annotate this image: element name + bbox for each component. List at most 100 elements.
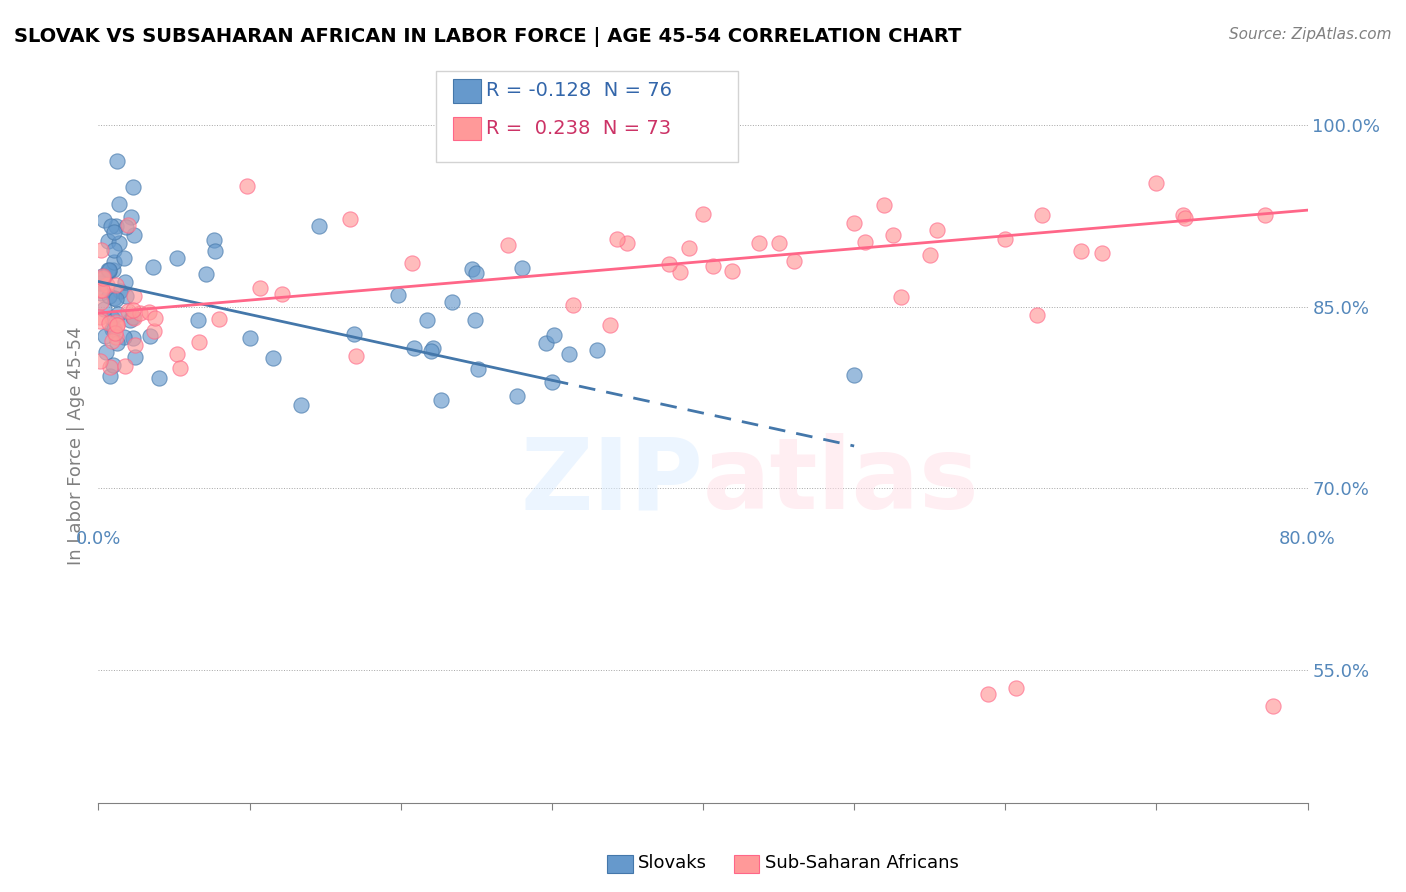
Point <box>404 341 426 355</box>
Point <box>112 251 135 265</box>
Point <box>387 288 409 302</box>
Point <box>440 294 463 309</box>
Text: 0.0%: 0.0% <box>76 530 121 549</box>
Point <box>1174 211 1197 225</box>
Point <box>768 236 790 251</box>
Point <box>94 268 117 283</box>
Text: Sub-Saharan Africans: Sub-Saharan Africans <box>765 855 959 872</box>
Point <box>97 289 120 303</box>
Point <box>844 368 866 382</box>
Point <box>139 328 162 343</box>
Point <box>748 236 770 251</box>
Point <box>103 225 125 239</box>
Point <box>105 153 128 168</box>
Point <box>510 261 533 276</box>
Point <box>89 354 111 368</box>
Point <box>104 326 127 340</box>
Point <box>91 271 114 285</box>
Point <box>93 302 115 317</box>
Point <box>89 310 111 324</box>
Point <box>918 248 941 262</box>
Point <box>96 277 118 292</box>
Point <box>108 236 131 251</box>
Point <box>169 360 191 375</box>
Point <box>505 389 527 403</box>
Point <box>720 263 742 277</box>
Point <box>606 232 628 246</box>
Point <box>239 331 262 345</box>
Point <box>188 334 211 349</box>
Point <box>98 264 121 278</box>
Point <box>124 338 146 352</box>
Point <box>148 371 170 385</box>
Point <box>94 329 117 343</box>
Point <box>465 266 488 280</box>
Point <box>236 178 259 193</box>
Point <box>98 369 121 384</box>
Point <box>89 276 111 290</box>
Point <box>103 243 125 257</box>
Point <box>853 235 876 249</box>
Point <box>105 318 128 332</box>
Point <box>558 347 581 361</box>
Point <box>96 344 118 359</box>
Point <box>562 298 585 312</box>
Point <box>122 288 145 302</box>
Point <box>100 219 122 233</box>
Point <box>166 251 188 265</box>
Point <box>1091 245 1114 260</box>
Point <box>90 268 112 283</box>
Point <box>103 322 125 336</box>
Point <box>204 244 226 258</box>
Point <box>187 313 209 327</box>
Point <box>143 324 166 338</box>
Point <box>117 303 139 318</box>
Point <box>540 375 562 389</box>
Point <box>97 234 120 248</box>
Point <box>112 330 135 344</box>
Point <box>1254 208 1277 222</box>
Point <box>339 212 361 227</box>
Point <box>89 314 111 328</box>
Point <box>669 265 692 279</box>
Point <box>343 327 366 342</box>
Point <box>104 330 127 344</box>
Point <box>117 219 139 233</box>
Point <box>194 267 217 281</box>
Point <box>105 293 128 307</box>
Point <box>90 294 112 309</box>
Point <box>105 318 128 333</box>
Point <box>143 310 166 325</box>
Point <box>114 276 136 290</box>
Point <box>120 211 142 225</box>
Point <box>90 283 112 297</box>
Point <box>166 347 188 361</box>
Point <box>308 219 330 233</box>
Point <box>122 302 145 317</box>
Point <box>105 277 128 292</box>
Point <box>100 334 122 349</box>
Point <box>89 284 111 298</box>
Point <box>416 312 439 326</box>
Point <box>1005 681 1028 695</box>
Point <box>290 399 312 413</box>
Point <box>534 335 557 350</box>
Point <box>114 289 136 303</box>
Point <box>101 358 124 372</box>
Point <box>658 257 681 271</box>
Point <box>1031 208 1053 222</box>
Point <box>702 259 724 273</box>
Text: R = -0.128  N = 76: R = -0.128 N = 76 <box>486 81 672 101</box>
Point <box>262 351 284 365</box>
Point <box>430 393 453 408</box>
Point <box>103 291 125 305</box>
Point <box>124 350 146 364</box>
Point <box>783 253 806 268</box>
Point <box>844 216 866 230</box>
Point <box>103 255 125 269</box>
Point <box>97 263 120 277</box>
Point <box>101 322 124 336</box>
Text: ZIP: ZIP <box>520 434 703 530</box>
Point <box>202 233 225 247</box>
Text: atlas: atlas <box>703 434 980 530</box>
